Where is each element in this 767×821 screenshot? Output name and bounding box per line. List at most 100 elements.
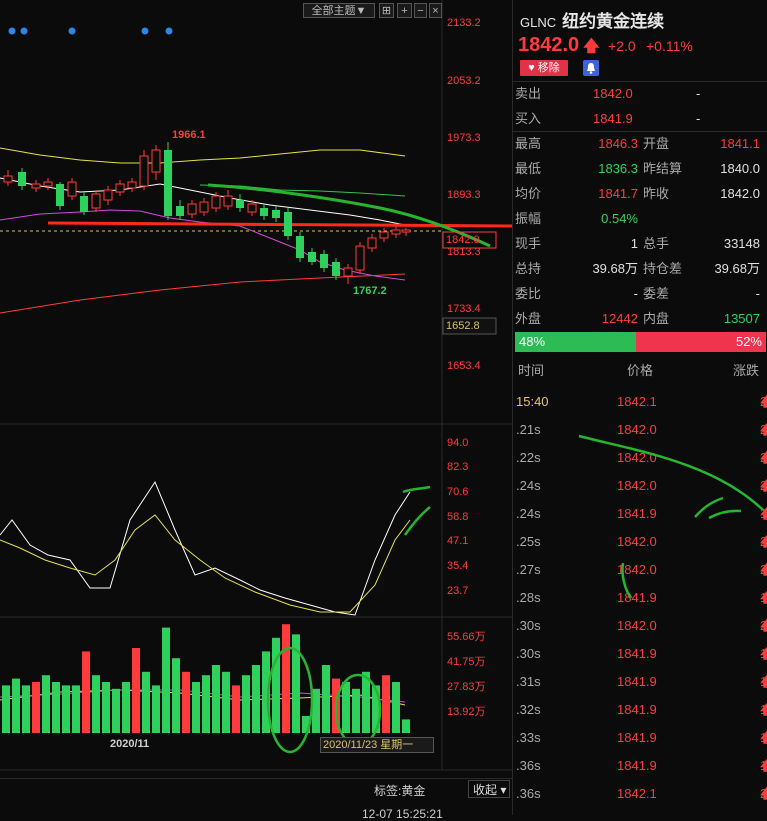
- tick-time: .21s: [516, 422, 541, 437]
- kdj-line-k: [0, 480, 411, 616]
- tick-row[interactable]: .33s 1841.9 1.9 🡅: [513, 724, 767, 752]
- volume-axis-label: 27.83万: [447, 681, 486, 693]
- up-arrow-icon: 🡅: [760, 422, 767, 437]
- tick-row[interactable]: .36s 1842.1 2.1 🡅: [513, 780, 767, 808]
- tick-change-value: 1.9: [760, 702, 767, 717]
- tick-row[interactable]: .28s 1841.9 1.9 🡅: [513, 584, 767, 612]
- kline-chart-panel[interactable]: 2133.2 2053.2 1973.3 1893.3 1813.3 1733.4 1653…: [0, 0, 512, 821]
- volume-bar: [132, 648, 140, 733]
- tick-price: 1842.0: [617, 534, 657, 549]
- current-price-tag-box: [442, 231, 497, 249]
- tick-change-value: 2.0: [760, 534, 767, 549]
- up-arrow-icon: 🡅: [760, 506, 767, 521]
- tick-row[interactable]: .30s 1841.9 1.9 🡅: [513, 640, 767, 668]
- candle-up: [367, 234, 377, 252]
- ask-qty: -: [696, 86, 701, 101]
- tick-price: 1841.9: [617, 506, 657, 521]
- tick-row[interactable]: .31s 1841.9 1.9 🡅: [513, 668, 767, 696]
- candle-up: [139, 150, 149, 190]
- up-arrow-icon: 🡅: [583, 38, 600, 55]
- tick-time: .28s: [516, 590, 541, 605]
- tick-price: 1841.9: [617, 590, 657, 605]
- candle-down: [236, 194, 244, 212]
- candle-down: [308, 248, 316, 265]
- remove-watchlist-button[interactable]: ♥ 移除: [520, 60, 568, 76]
- tick-price: 1842.0: [617, 450, 657, 465]
- volume-bar: [292, 634, 300, 733]
- stat-value: 39.68万: [714, 261, 760, 276]
- volume-bar: [32, 682, 40, 733]
- stat-value: 33148: [723, 236, 760, 251]
- stat-label: 总手: [643, 236, 670, 251]
- annotation-red-line: [47, 221, 512, 228]
- tick-time: .32s: [516, 702, 541, 717]
- volume-bar: [222, 671, 230, 733]
- stat-row: 振幅 0.54%: [513, 206, 767, 231]
- stat-value: 13507: [723, 311, 760, 326]
- volume-bar: [62, 685, 70, 733]
- volume-bar: [392, 682, 400, 733]
- alert-bell-button[interactable]: [583, 60, 599, 76]
- tick-row[interactable]: .24s 1841.9 1.9 🡅: [513, 500, 767, 528]
- stat-label: 现手: [515, 236, 542, 251]
- price-axis-label: 1733.4: [447, 303, 481, 315]
- stat-row: 总持 39.68万 持仓差 39.68万: [513, 256, 767, 281]
- candle-down: [272, 206, 280, 222]
- ma-line-yellow: [0, 147, 406, 164]
- stat-row: 最高 1846.3 开盘 1841.1: [513, 131, 767, 156]
- volume-bar: [22, 685, 30, 733]
- volume-bar: [42, 675, 50, 733]
- volume-bar: [322, 665, 330, 733]
- bid-price: 1841.9: [593, 111, 633, 126]
- candle-up: [43, 178, 53, 190]
- tick-row[interactable]: 15:40 1842.1 2.1 🡅: [513, 388, 767, 416]
- tick-row[interactable]: .27s 1842.0 2.0 🡅: [513, 556, 767, 584]
- tick-change-value: 2.0: [760, 562, 767, 577]
- candle-up: [211, 192, 221, 212]
- tick-row[interactable]: .36s 1841.9 1.9 🡅: [513, 752, 767, 780]
- stat-label: 最低: [515, 161, 542, 176]
- volume-bar: [362, 671, 370, 733]
- volume-bar: [402, 719, 410, 733]
- tick-change-value: 2.1: [760, 786, 767, 801]
- ticks-header-change: 涨跌: [733, 363, 760, 378]
- candle-up: [379, 228, 389, 242]
- candle-up: [391, 226, 401, 238]
- event-marker-dot: [20, 27, 28, 35]
- close-icon[interactable]: ×: [429, 3, 442, 18]
- zoom-in-icon[interactable]: +: [397, 3, 412, 18]
- tick-time: .24s: [516, 506, 541, 521]
- bid-label: 买入: [515, 111, 542, 126]
- up-arrow-icon: 🡅: [760, 590, 767, 605]
- tick-change-value: 2.0: [760, 618, 767, 633]
- instrument-name: 纽约黄金连续: [562, 12, 665, 31]
- tick-time: .33s: [516, 730, 541, 745]
- other-price-tag-box: [442, 317, 497, 335]
- collapse-button[interactable]: 收起 ▾: [468, 780, 510, 798]
- kline-chart-canvas[interactable]: 2133.2 2053.2 1973.3 1893.3 1813.3 1733.4 1653…: [0, 0, 512, 815]
- candle-down: [176, 200, 184, 220]
- crosshair-icon[interactable]: ⊞: [379, 3, 394, 18]
- tick-row[interactable]: .30s 1842.0 2.0 🡅: [513, 612, 767, 640]
- tick-time: .36s: [516, 786, 541, 801]
- zoom-out-icon[interactable]: −: [414, 3, 427, 18]
- tick-price: 1842.0: [617, 618, 657, 633]
- candle-up: [3, 170, 13, 186]
- volume-bar: [182, 671, 190, 733]
- candle-up: [31, 180, 41, 192]
- event-marker-dot: [68, 27, 76, 35]
- tick-row[interactable]: .32s 1841.9 1.9 🡅: [513, 696, 767, 724]
- stat-label: 昨结算: [643, 161, 683, 176]
- price-change: +2.0: [608, 38, 636, 54]
- tick-row[interactable]: .25s 1842.0 2.0 🡅: [513, 528, 767, 556]
- volume-bar: [262, 651, 270, 733]
- theme-dropdown[interactable]: 全部主题▼: [303, 3, 375, 18]
- tick-row[interactable]: .21s 1842.0 2.0 🡅: [513, 416, 767, 444]
- volume-bar: [252, 665, 260, 733]
- low-price-label: 1767.2: [353, 285, 387, 297]
- annotation-green-curve: [207, 183, 491, 248]
- bell-icon: [587, 63, 595, 74]
- up-arrow-icon: 🡅: [760, 674, 767, 689]
